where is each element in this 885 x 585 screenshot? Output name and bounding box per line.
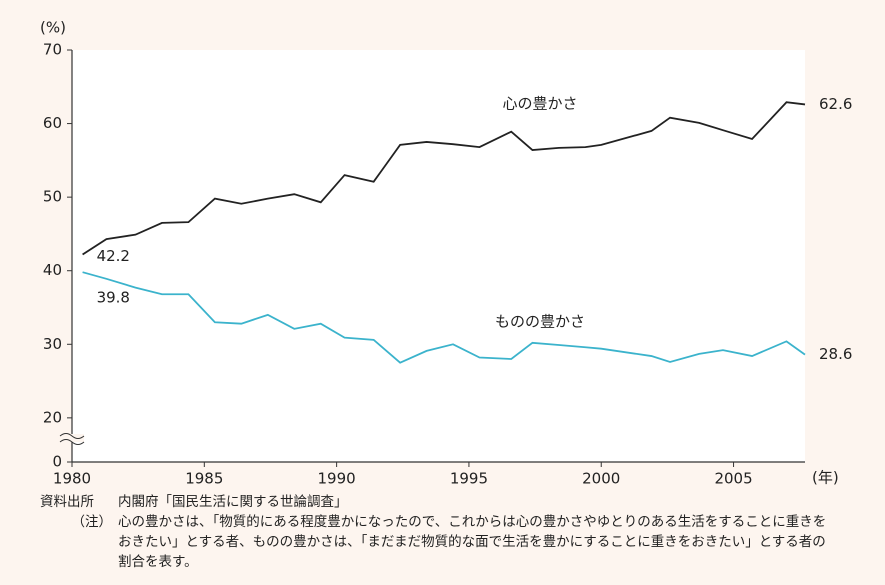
chart: (%) (年) 0 20 30 40 50 60 70 1980 1985 1990 1995 200… bbox=[40, 19, 852, 486]
series-name-label: 心の豊かさ bbox=[502, 95, 577, 113]
line-series bbox=[82, 271, 806, 364]
note-row: （注） 心の豊かさは、「物質的にある程度豊かになったので、これからは心の豊かさやゆ… bbox=[40, 512, 838, 572]
note: 心の豊かさは、「物質的にある程度豊かになったので、これからは心の豊かさやゆとりの… bbox=[118, 514, 827, 570]
x-tick-label: 2000 bbox=[582, 470, 620, 486]
y-tick-label: 0 bbox=[52, 453, 62, 471]
end-value-label: 28.6 bbox=[819, 345, 852, 363]
start-value-label: 42.2 bbox=[97, 247, 130, 265]
start-value-label: 39.8 bbox=[97, 289, 130, 307]
y-tick-label: 20 bbox=[43, 408, 62, 426]
source: 内閣府「国民生活に関する世論調査」 bbox=[118, 494, 348, 510]
x-tick-label: 1980 bbox=[53, 470, 91, 486]
x-tick-label: 1995 bbox=[450, 470, 488, 486]
line-series bbox=[82, 101, 806, 256]
series-name-label: ものの豊かさ bbox=[495, 313, 585, 331]
y-tick-label: 40 bbox=[43, 261, 62, 279]
x-axis-label: (年) bbox=[812, 469, 839, 486]
x-tick-label: 1985 bbox=[185, 470, 223, 486]
source-row: 資料出所 内閣府「国民生活に関する世論調査」 bbox=[40, 492, 838, 512]
x-tick-label: 2005 bbox=[714, 470, 752, 486]
source-label: 資料出所 bbox=[40, 494, 94, 510]
y-axis-label: (%) bbox=[40, 19, 66, 37]
end-value-label: 62.6 bbox=[819, 95, 852, 113]
plot-area bbox=[72, 50, 805, 462]
axis-break bbox=[59, 433, 85, 445]
axis-break-gap bbox=[60, 434, 84, 442]
notes: 資料出所 内閣府「国民生活に関する世論調査」 （注） 心の豊かさは、「物質的にある程… bbox=[40, 492, 838, 572]
y-tick-label: 70 bbox=[43, 41, 62, 59]
y-tick-label: 50 bbox=[43, 188, 62, 206]
note-label: （注） bbox=[71, 514, 113, 530]
x-tick-label: 1990 bbox=[318, 470, 356, 486]
y-tick-label: 30 bbox=[43, 335, 62, 353]
y-tick-label: 60 bbox=[43, 114, 62, 132]
